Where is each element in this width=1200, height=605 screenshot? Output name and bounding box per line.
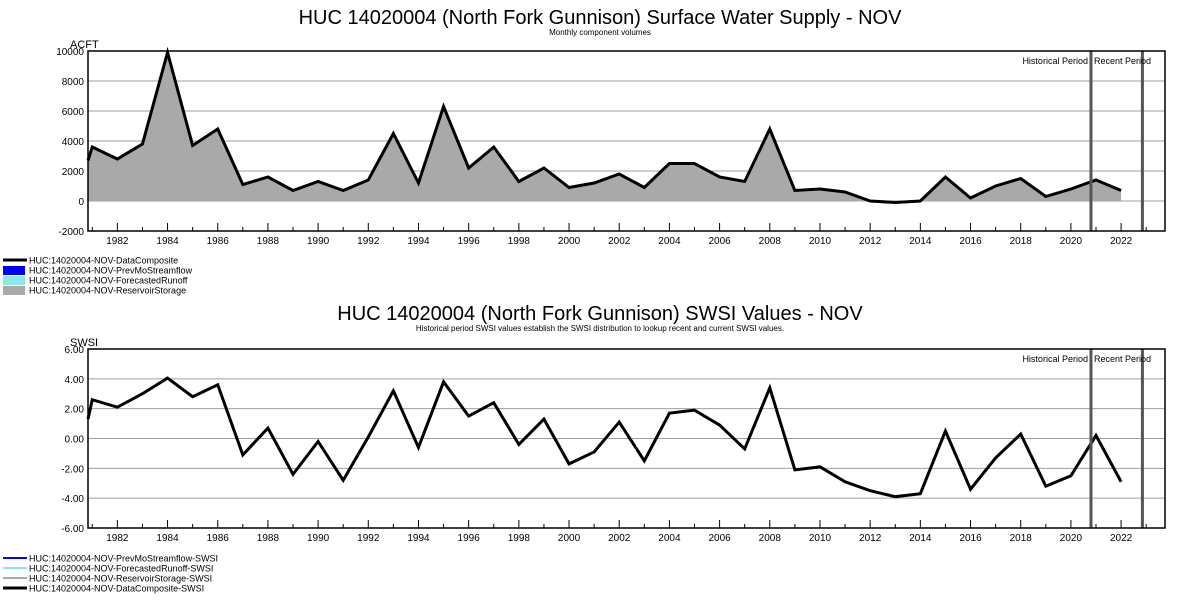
x-tick-label: 1992: [357, 236, 380, 247]
legend: HUC:14020004-NOV-DataCompositeHUC:140200…: [3, 256, 193, 296]
x-tick-label: 1992: [357, 533, 380, 544]
x-tick-label: 2006: [708, 236, 731, 247]
x-tick-label: 1996: [458, 236, 481, 247]
x-tick-label: 2014: [909, 236, 932, 247]
x-tick-label: 2004: [658, 533, 681, 544]
legend-swatch: [3, 286, 25, 295]
x-tick-label: 2020: [1060, 533, 1083, 544]
x-tick-label: 2022: [1110, 236, 1133, 247]
legend-swatch: [3, 276, 25, 285]
recent-period-label: Recent Period: [1094, 354, 1151, 364]
y-tick-label: 2000: [62, 167, 85, 178]
reservoir-storage-area: [88, 52, 1122, 203]
x-tick-label: 2012: [859, 236, 882, 247]
x-tick-label: 1986: [207, 236, 230, 247]
historical-period-label: Historical Period: [1022, 56, 1088, 66]
y-tick-label: 0: [78, 197, 84, 208]
y-tick-label: -6.00: [61, 524, 84, 535]
x-tick-label: 1984: [156, 533, 179, 544]
x-tick-label: 2002: [608, 533, 631, 544]
y-tick-label: -2000: [58, 227, 84, 238]
legend-label: HUC:14020004-NOV-DataComposite-SWSI: [29, 584, 204, 594]
x-tick-label: 2004: [658, 236, 681, 247]
y-tick-label: 8000: [62, 77, 85, 88]
plot-frame: [87, 348, 1166, 529]
legend: HUC:14020004-NOV-PrevMoStreamflow-SWSIHU…: [3, 554, 218, 594]
x-tick-label: 1984: [156, 236, 179, 247]
x-tick-label: 1998: [508, 236, 531, 247]
x-tick-label: 1990: [307, 533, 330, 544]
x-tick-label: 1982: [106, 236, 129, 247]
historical-period-label: Historical Period: [1022, 354, 1088, 364]
y-axis-label: ACFT: [70, 39, 99, 51]
x-tick-label: 2018: [1010, 236, 1033, 247]
x-tick-label: 2000: [558, 236, 581, 247]
x-tick-label: 2018: [1010, 533, 1033, 544]
x-tick-label: 2010: [809, 236, 832, 247]
chart-title: HUC 14020004 (North Fork Gunnison) Surfa…: [299, 7, 903, 29]
legend-label: HUC:14020004-NOV-PrevMoStreamflow-SWSI: [29, 554, 218, 564]
x-tick-label: 1998: [508, 533, 531, 544]
x-tick-label: 1994: [407, 236, 430, 247]
legend-swatch: [3, 266, 25, 275]
x-tick-label: 1988: [257, 533, 280, 544]
plot-frame: [87, 50, 1166, 232]
x-tick-label: 2008: [759, 236, 782, 247]
x-tick-label: 1996: [458, 533, 481, 544]
x-tick-label: 1994: [407, 533, 430, 544]
x-tick-label: 1990: [307, 236, 330, 247]
data-composite-swsi-line: [86, 376, 1123, 499]
chart-subtitle: Historical period SWSI values establish …: [416, 324, 784, 333]
x-tick-label: 2016: [959, 533, 982, 544]
legend-label: HUC:14020004-NOV-ForecastedRunoff-SWSI: [29, 564, 213, 574]
y-tick-label: 4000: [62, 137, 85, 148]
legend-label: HUC:14020004-NOV-ForecastedRunoff: [29, 276, 188, 286]
legend-label: HUC:14020004-NOV-PrevMoStreamflow: [29, 266, 193, 276]
chart-2: HUC 14020004 (North Fork Gunnison) SWSI …: [3, 303, 1166, 594]
y-tick-label: 10000: [56, 47, 84, 58]
y-tick-label: -2.00: [61, 464, 84, 475]
x-tick-label: 2012: [859, 533, 882, 544]
x-tick-label: 1982: [106, 533, 129, 544]
x-tick-label: 2010: [809, 533, 832, 544]
chart-1: HUC 14020004 (North Fork Gunnison) Surfa…: [3, 7, 1166, 296]
legend-label: HUC:14020004-NOV-ReservoirStorage: [29, 286, 186, 296]
data-composite-line: [86, 46, 1122, 205]
y-tick-label: 4.00: [65, 375, 85, 386]
y-tick-label: 6000: [62, 107, 85, 118]
legend-label: HUC:14020004-NOV-DataComposite: [29, 256, 178, 266]
x-tick-label: 2008: [759, 533, 782, 544]
x-tick-label: 2014: [909, 533, 932, 544]
legend-label: HUC:14020004-NOV-ReservoirStorage-SWSI: [29, 574, 212, 584]
y-axis-label: SWSI: [70, 337, 98, 349]
y-tick-label: 0.00: [65, 435, 85, 446]
x-tick-label: 1986: [207, 533, 230, 544]
chart-subtitle: Monthly component volumes: [549, 28, 651, 37]
x-tick-label: 2020: [1060, 236, 1083, 247]
x-tick-label: 2006: [708, 533, 731, 544]
x-tick-label: 2002: [608, 236, 631, 247]
recent-period-label: Recent Period: [1094, 56, 1151, 66]
x-tick-label: 1988: [257, 236, 280, 247]
y-tick-label: 2.00: [65, 405, 85, 416]
chart-title: HUC 14020004 (North Fork Gunnison) SWSI …: [337, 303, 863, 325]
x-tick-label: 2000: [558, 533, 581, 544]
x-tick-label: 2022: [1110, 533, 1133, 544]
y-tick-label: -4.00: [61, 494, 84, 505]
x-tick-label: 2016: [959, 236, 982, 247]
y-tick-label: 6.00: [65, 345, 85, 356]
